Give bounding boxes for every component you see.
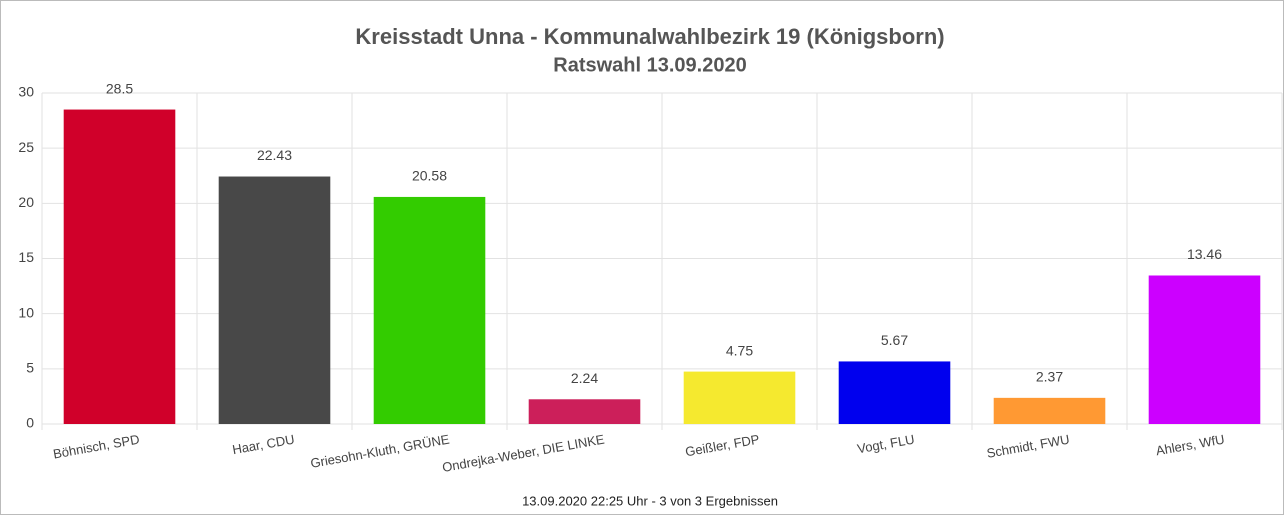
value-label: 4.75 xyxy=(726,342,753,358)
value-label: 13.46 xyxy=(1187,246,1222,262)
bar xyxy=(373,196,486,424)
chart-footer: 13.09.2020 22:25 Uhr - 3 von 3 Ergebniss… xyxy=(522,493,778,508)
y-tick-label: 0 xyxy=(26,415,34,431)
value-label: 28.5 xyxy=(106,80,133,96)
y-tick-label: 30 xyxy=(18,84,34,100)
y-tick-label: 20 xyxy=(18,194,34,210)
y-tick-label: 10 xyxy=(18,304,34,320)
bar xyxy=(838,361,951,424)
bar xyxy=(63,109,176,425)
value-label: 2.24 xyxy=(571,370,598,386)
value-label: 5.67 xyxy=(881,332,908,348)
bar xyxy=(993,397,1106,424)
y-tick-label: 25 xyxy=(18,139,34,155)
bar xyxy=(528,399,641,424)
value-label: 22.43 xyxy=(257,147,292,163)
value-label: 2.37 xyxy=(1036,369,1063,385)
value-label: 20.58 xyxy=(412,168,447,184)
bar xyxy=(218,176,331,424)
y-tick-label: 5 xyxy=(26,360,34,376)
y-tick-label: 15 xyxy=(18,249,34,265)
chart-subtitle: Ratswahl 13.09.2020 xyxy=(553,54,746,76)
bar xyxy=(1148,275,1261,424)
chart-title: Kreisstadt Unna - Kommunalwahlbezirk 19 … xyxy=(355,24,944,49)
bar xyxy=(683,371,796,424)
